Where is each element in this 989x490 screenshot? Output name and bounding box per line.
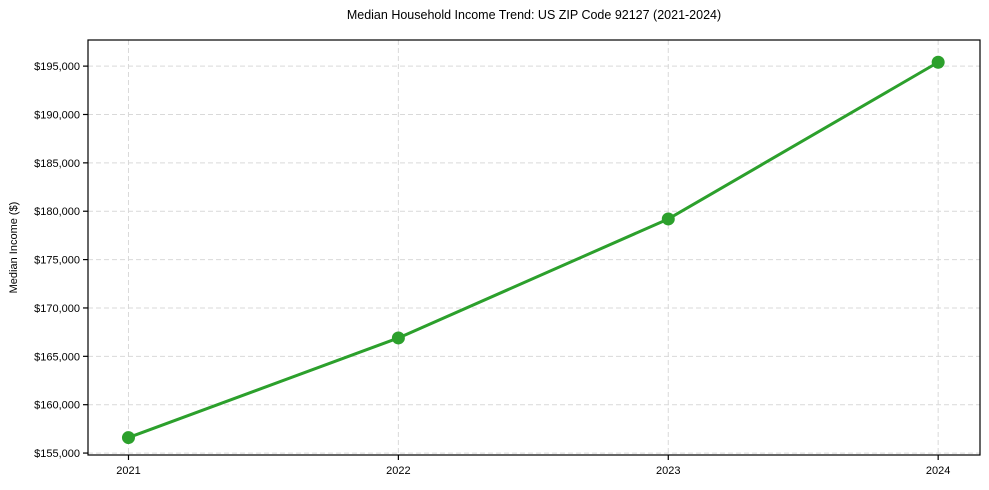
y-tick-label: $190,000 — [34, 109, 80, 121]
x-tick-label: 2023 — [656, 465, 680, 477]
y-tick-label: $165,000 — [34, 351, 80, 363]
data-point-2024 — [931, 55, 945, 69]
axes-spine-box — [87, 39, 981, 456]
y-tick-label: $170,000 — [34, 303, 80, 315]
x-tick-label: 2022 — [386, 465, 410, 477]
y-tick-label: $155,000 — [34, 448, 80, 460]
y-tick-label: $160,000 — [34, 400, 80, 412]
x-tick-label: 2024 — [926, 465, 950, 477]
y-tick-label: $180,000 — [34, 206, 80, 218]
y-tick-label: $195,000 — [34, 61, 80, 73]
data-point-2023 — [661, 212, 675, 226]
trend-line — [126, 60, 940, 440]
data-point-2022 — [391, 331, 405, 345]
y-tick-label: $175,000 — [34, 255, 80, 267]
data-point-2021 — [121, 431, 135, 445]
y-tick-label: $185,000 — [34, 158, 80, 170]
chart-title: Median Household Income Trend: US ZIP Co… — [346, 8, 722, 22]
x-tick-label: 2021 — [116, 465, 140, 477]
y-axis-label: Median Income ($) — [8, 202, 20, 294]
